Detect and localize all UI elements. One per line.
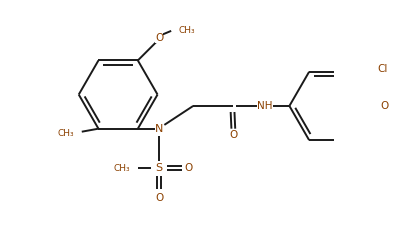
Text: NH: NH [257, 101, 272, 111]
Text: O: O [381, 101, 389, 111]
Text: O: O [155, 33, 163, 43]
Text: CH₃: CH₃ [58, 129, 74, 138]
Text: O: O [155, 193, 163, 203]
Text: O: O [184, 163, 193, 173]
Text: CH₃: CH₃ [114, 164, 130, 173]
Text: S: S [156, 163, 163, 173]
Text: N: N [155, 124, 163, 134]
Text: Cl: Cl [377, 64, 387, 74]
Text: O: O [229, 130, 237, 140]
Text: CH₃: CH₃ [178, 26, 195, 35]
